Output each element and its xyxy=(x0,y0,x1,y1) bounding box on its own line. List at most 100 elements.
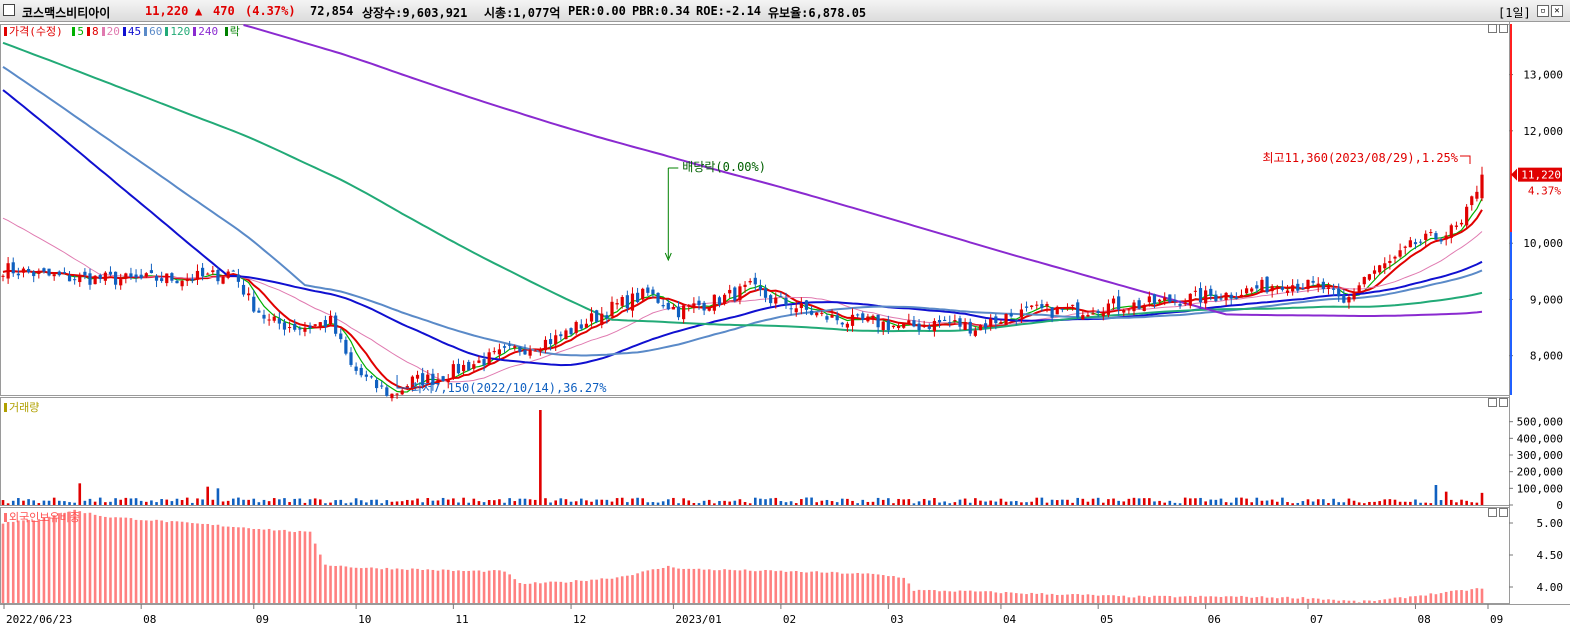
volume-bar xyxy=(272,498,276,505)
volume-bar xyxy=(1020,502,1023,505)
candle-body xyxy=(676,306,681,318)
foreign-ratio-bar xyxy=(226,526,230,603)
candle-body xyxy=(661,304,665,307)
candle-body xyxy=(1127,309,1131,311)
foreign-ratio-bar xyxy=(298,530,302,603)
foreign-panel-minimize-button[interactable] xyxy=(1488,508,1497,517)
candle-body xyxy=(1178,303,1182,306)
foreign-ratio-bar xyxy=(1275,598,1279,603)
foreign-ratio-bar xyxy=(68,511,71,603)
foreign-ratio-bar xyxy=(1148,597,1151,603)
foreign-ratio-bar xyxy=(339,565,343,603)
volume-bar xyxy=(871,501,875,505)
volume-bar xyxy=(774,497,778,505)
volume-bar xyxy=(820,500,824,505)
period-selector[interactable]: [1일] xyxy=(1498,6,1531,20)
foreign-ratio-bar xyxy=(856,572,859,603)
volume-panel xyxy=(1,410,1484,505)
foreign-ratio-bar xyxy=(1122,595,1126,603)
date-label: 03 xyxy=(890,613,903,626)
volume-bar xyxy=(539,410,542,505)
volume-bar xyxy=(242,499,245,505)
candle-body xyxy=(948,322,952,324)
volume-bar xyxy=(226,500,230,505)
volume-bar xyxy=(1327,503,1330,505)
price-panel-close-button[interactable] xyxy=(1499,24,1508,33)
ma45-line xyxy=(2,89,1483,367)
foreign-ratio-bar xyxy=(656,568,660,603)
volume-panel-close-button[interactable] xyxy=(1499,398,1508,407)
candle-body xyxy=(83,271,87,276)
foreign-ratio-bar xyxy=(22,520,25,603)
candle-body xyxy=(1019,309,1024,318)
volume-bar xyxy=(375,499,378,505)
ma5-label: 5 xyxy=(77,25,84,38)
candle-body xyxy=(247,293,251,296)
candle-body xyxy=(165,273,169,284)
candle-body xyxy=(579,324,583,329)
foreign-ratio-bar xyxy=(513,579,517,603)
volume-bar xyxy=(1086,501,1090,505)
foreign-ratio-bar xyxy=(1342,600,1346,603)
foreign-ratio-bar xyxy=(559,581,563,603)
foreign-ratio-bar xyxy=(800,571,803,603)
price-panel-minimize-button[interactable] xyxy=(1488,24,1497,33)
price-change-pct: (4.37%) xyxy=(245,4,296,18)
volume-bar xyxy=(278,499,281,505)
candle-body xyxy=(625,295,629,309)
foreign-ratio-bar xyxy=(1316,598,1320,603)
close-button[interactable]: ✕ xyxy=(1551,5,1563,17)
foreign-ratio-bar xyxy=(405,569,409,603)
volume-bar xyxy=(559,498,563,505)
rak-swatch xyxy=(224,27,228,36)
foreign-ratio-bar xyxy=(293,532,297,603)
candle-body xyxy=(1060,308,1064,310)
candle-body xyxy=(400,390,404,395)
candle-body xyxy=(656,292,660,303)
foreign-swatch xyxy=(4,513,7,522)
foreign-ratio-bar xyxy=(1066,594,1069,603)
volume-bar xyxy=(1101,502,1105,505)
foreign-ratio-bar xyxy=(17,520,20,603)
select-checkbox[interactable] xyxy=(3,4,15,16)
foreign-ratio-bar xyxy=(6,521,10,603)
ma240-line xyxy=(243,24,1483,317)
candle-body xyxy=(1014,319,1018,321)
volume-bar xyxy=(1470,502,1474,505)
foreign-panel-close-button[interactable] xyxy=(1499,508,1508,517)
foreign-ratio-bar xyxy=(365,567,368,603)
price-legend-label: 가격(수정) xyxy=(9,25,63,38)
volume-panel-minimize-button[interactable] xyxy=(1488,398,1497,407)
foreign-ratio-bar xyxy=(769,570,772,603)
volume-bar xyxy=(1081,498,1085,505)
up-arrow-icon: ▲ xyxy=(195,4,203,18)
ma5-line xyxy=(2,198,1483,393)
market-cap: 시총:1,077억 xyxy=(484,6,561,20)
volume-bar xyxy=(416,498,419,505)
restore-button[interactable]: ▫ xyxy=(1537,5,1549,17)
volume-bar xyxy=(1,500,5,505)
candle-body xyxy=(569,328,573,335)
volume-bar xyxy=(1122,501,1126,505)
foreign-ratio-bar xyxy=(344,566,348,603)
volume-bar xyxy=(191,502,194,505)
volume-bar xyxy=(672,497,675,505)
volume-bar xyxy=(840,498,844,505)
candle-body xyxy=(313,324,317,326)
volume-bar xyxy=(656,502,660,505)
volume-bar xyxy=(713,503,716,505)
volume-bar xyxy=(825,499,829,505)
foreign-ratio-bar xyxy=(707,569,711,603)
volume-tick-label: 200,000 xyxy=(1517,466,1563,479)
volume-bar xyxy=(503,502,506,505)
candle-body xyxy=(272,316,276,321)
foreign-ratio-bar xyxy=(881,575,885,603)
foreign-ratio-bar xyxy=(1014,593,1018,603)
volume-bar xyxy=(927,500,931,505)
volume-bar xyxy=(452,498,455,505)
foreign-ratio-bar xyxy=(27,519,30,603)
rak-label: 락 xyxy=(229,25,240,38)
axes: 13,000 12,000 10,000 9,000 8,000 500,000 400,0… xyxy=(3,24,1563,626)
foreign-ratio-bar xyxy=(370,567,373,603)
candle-body xyxy=(1142,304,1146,312)
